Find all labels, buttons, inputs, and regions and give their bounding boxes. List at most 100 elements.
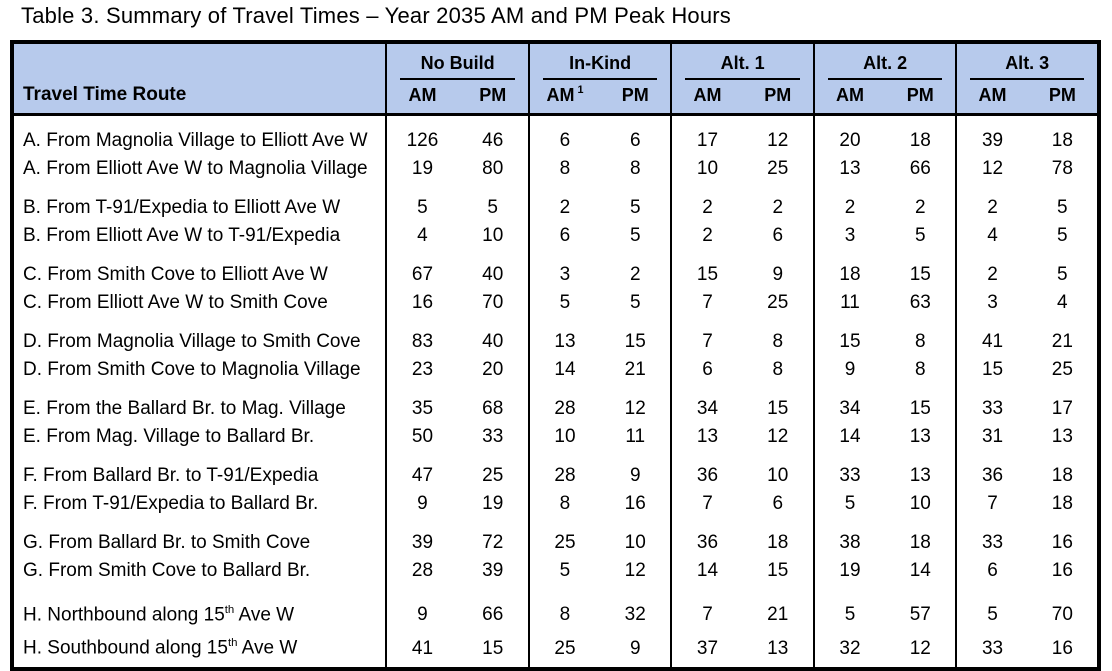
value-cell: 7 <box>670 289 743 317</box>
table-row: F. From T-91/Expedia to Ballard Br. 9 19 8 1… <box>12 490 1099 518</box>
value-cell: 13 <box>1051 426 1073 447</box>
value-cell: 23 <box>385 356 458 384</box>
value-cell: 13 <box>909 426 931 447</box>
value-cell: 6 <box>527 114 601 155</box>
value-cell: 41 <box>955 317 1028 356</box>
value-cell: 7 <box>670 490 743 518</box>
route-cell: A. From Magnolia Village to Elliott Ave … <box>23 130 368 151</box>
value-cell: 15 <box>909 264 931 285</box>
value-cell: 16 <box>385 289 458 317</box>
value-cell: 2 <box>955 250 1028 289</box>
value-cell: 5 <box>487 197 498 218</box>
value-cell: 5 <box>527 289 601 317</box>
value-cell: 4 <box>1057 292 1068 313</box>
value-cell: 11 <box>812 289 886 317</box>
value-cell: 70 <box>1051 604 1073 626</box>
value-cell: 38 <box>812 518 886 557</box>
table-row: H. Southbound along 15th Ave W 41 15 25 9 37 1… <box>12 629 1099 669</box>
value-cell: 6 <box>772 225 784 246</box>
sub-header-am-alt-1: AM <box>670 80 743 116</box>
value-cell: 13 <box>767 637 789 659</box>
value-cell: 18 <box>767 532 789 553</box>
value-cell: 2 <box>670 222 743 250</box>
value-cell: 66 <box>482 604 504 626</box>
sub-header-am-alt-2: AM <box>812 80 886 116</box>
value-cell: 33 <box>812 451 886 490</box>
value-cell: 5 <box>385 183 458 222</box>
value-cell: 33 <box>482 426 504 447</box>
route-cell: C. From Elliott Ave W to Smith Cove <box>23 292 328 313</box>
value-cell: 34 <box>812 384 886 423</box>
value-cell: 63 <box>909 292 931 313</box>
value-cell: 33 <box>955 384 1028 423</box>
value-cell: 8 <box>527 155 601 183</box>
value-cell: 21 <box>624 359 646 380</box>
value-cell: 14 <box>909 560 931 581</box>
value-cell: 8 <box>527 585 601 630</box>
value-cell: 33 <box>955 629 1028 669</box>
table-row: H. Northbound along 15th Ave W 9 66 8 32 7 21 5… <box>12 585 1099 630</box>
route-cell: E. From Mag. Village to Ballard Br. <box>23 426 315 447</box>
route-cell: B. From Elliott Ave W to T-91/Expedia <box>23 225 341 246</box>
sub-header-am-alt-3: AM <box>955 80 1028 116</box>
value-cell: 5 <box>527 557 601 585</box>
value-cell: 21 <box>767 604 789 626</box>
value-cell: 25 <box>527 518 601 557</box>
value-cell: 78 <box>1051 158 1073 179</box>
value-cell: 5 <box>914 225 926 246</box>
value-cell: 46 <box>482 130 504 151</box>
value-cell: 40 <box>482 264 504 285</box>
value-cell: 8 <box>772 359 784 380</box>
table-row: B. From T-91/Expedia to Elliott Ave W 5 5 2… <box>12 183 1099 222</box>
value-cell: 72 <box>482 532 504 553</box>
value-cell: 7 <box>670 317 743 356</box>
table-row: E. From Mag. Village to Ballard Br. 50 33 1… <box>12 423 1099 451</box>
value-cell: 18 <box>1051 493 1073 514</box>
value-cell: 5 <box>1057 197 1068 218</box>
value-cell: 36 <box>670 518 743 557</box>
value-cell: 5 <box>1057 264 1068 285</box>
table-row: D. From Magnolia Village to Smith Cove 83… <box>12 317 1099 356</box>
table-row: A. From Elliott Ave W to Magnolia Villag… <box>12 155 1099 183</box>
value-cell: 9 <box>385 490 458 518</box>
value-cell: 80 <box>482 158 504 179</box>
group-header-label: Alt. 1 <box>685 52 800 80</box>
sub-header-pm-in-kind: PM <box>600 80 672 116</box>
value-cell: 19 <box>812 557 886 585</box>
value-cell: 2 <box>527 183 601 222</box>
table-row: F. From Ballard Br. to T-91/Expedia 47 25 2… <box>12 451 1099 490</box>
group-header-label: In-Kind <box>542 52 658 80</box>
value-cell: 8 <box>772 331 784 352</box>
group-header-label: Alt. 3 <box>970 52 1084 80</box>
value-cell: 5 <box>955 585 1028 630</box>
value-cell: 28 <box>527 384 601 423</box>
value-cell: 15 <box>767 560 789 581</box>
table-row: G. From Smith Cove to Ballard Br. 28 39 5 12… <box>12 557 1099 585</box>
value-cell: 70 <box>482 292 504 313</box>
value-cell: 3 <box>812 222 886 250</box>
route-cell: D. From Magnolia Village to Smith Cove <box>23 331 361 352</box>
value-cell: 39 <box>955 114 1028 155</box>
value-cell: 19 <box>385 155 458 183</box>
value-cell: 5 <box>812 585 886 630</box>
value-cell: 25 <box>527 629 601 669</box>
value-cell: 4 <box>385 222 458 250</box>
value-cell: 12 <box>909 637 931 659</box>
value-cell: 5 <box>812 490 886 518</box>
value-cell: 14 <box>527 356 601 384</box>
group-header-alt-2: Alt. 2 <box>812 42 957 80</box>
value-cell: 25 <box>1051 359 1073 380</box>
value-cell: 17 <box>670 114 743 155</box>
route-cell: C. From Smith Cove to Elliott Ave W <box>23 264 328 285</box>
value-cell: 7 <box>670 585 743 630</box>
value-cell: 13 <box>527 317 601 356</box>
value-cell: 15 <box>482 637 504 659</box>
value-cell: 28 <box>527 451 601 490</box>
value-cell: 3 <box>955 289 1028 317</box>
route-cell: F. From Ballard Br. to T-91/Expedia <box>23 465 319 486</box>
value-cell: 37 <box>670 629 743 669</box>
value-cell: 35 <box>385 384 458 423</box>
group-header-alt-1: Alt. 1 <box>670 42 814 80</box>
